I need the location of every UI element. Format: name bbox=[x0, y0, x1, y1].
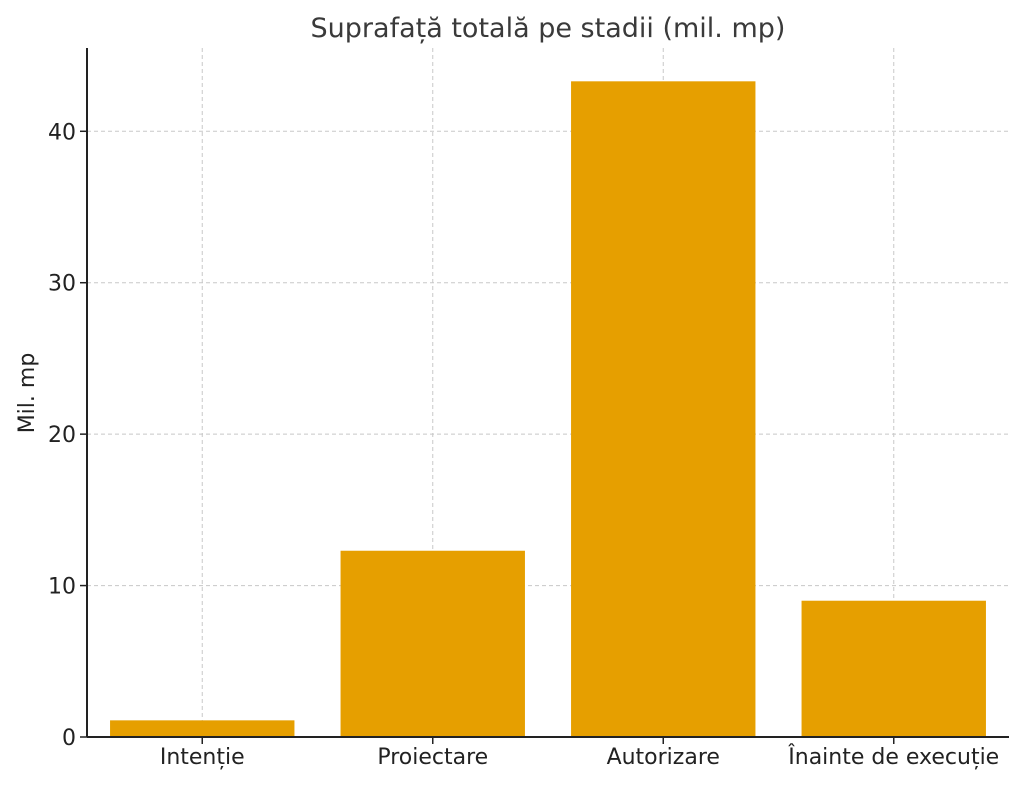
bar-3 bbox=[571, 81, 756, 738]
bar-2 bbox=[340, 550, 525, 737]
x-tick-label: Intenție bbox=[160, 745, 245, 770]
y-tick-label: 20 bbox=[48, 423, 76, 448]
axes bbox=[86, 48, 1009, 738]
y-axis-label: Mil. mp bbox=[15, 353, 40, 434]
bars bbox=[110, 81, 986, 738]
x-tick-label: Proiectare bbox=[377, 745, 488, 770]
y-tick-label: 10 bbox=[48, 575, 76, 600]
y-tick-label: 40 bbox=[48, 120, 76, 145]
bar-4 bbox=[801, 600, 986, 737]
x-tick-label: Înainte de execuție bbox=[787, 744, 999, 770]
y-tick-label: 0 bbox=[62, 726, 76, 751]
x-ticks: Intenție Proiectare Autorizare Înainte de e… bbox=[160, 737, 999, 770]
y-ticks: 0 10 20 30 40 bbox=[48, 120, 87, 751]
bar-1 bbox=[110, 720, 295, 737]
x-tick-label: Autorizare bbox=[607, 745, 720, 770]
chart-title: Suprafață totală pe stadii (mil. mp) bbox=[311, 13, 786, 44]
y-tick-label: 30 bbox=[48, 272, 76, 297]
